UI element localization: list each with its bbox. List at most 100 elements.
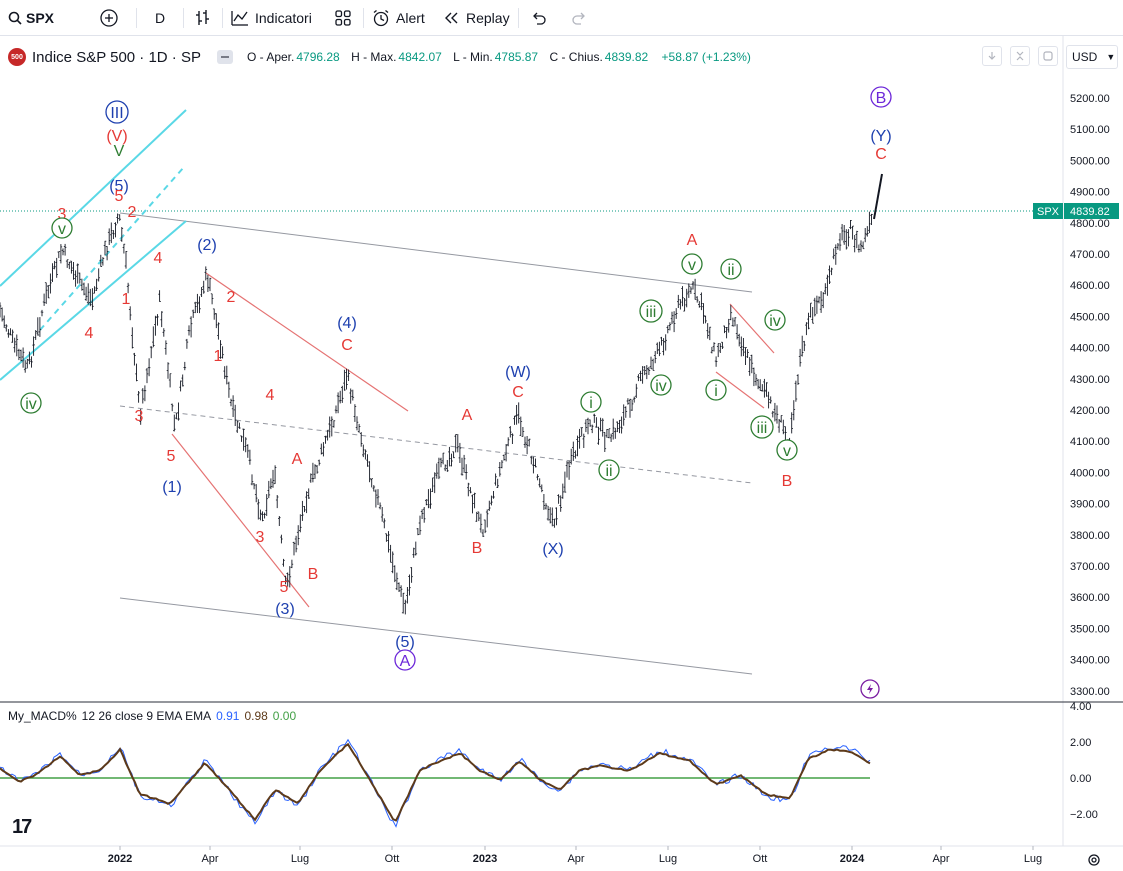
chart-canvas[interactable]: III(V)V(5)523v414iv35(1)(2)214A3B5(3)(4)… — [0, 36, 1123, 871]
grid-layout-icon — [335, 9, 351, 26]
symbol-label: SPX — [26, 9, 55, 26]
ohlc-values: O - Aper. 4796.28 H - Max. 4842.07 L - Min… — [247, 50, 759, 64]
last-price-label: 4839.82 — [1070, 206, 1110, 218]
wedge2-lower-line[interactable] — [715, 371, 765, 409]
open-label: O - Aper. — [246, 50, 295, 64]
wave-label: 1 — [214, 348, 223, 365]
wave-label: B — [782, 473, 793, 490]
mid-channel-line[interactable] — [119, 405, 753, 484]
replay-button[interactable]: Replay — [436, 0, 518, 36]
compare-button[interactable] — [92, 0, 136, 36]
wave-label: 4 — [154, 250, 163, 267]
interval-button[interactable]: D — [137, 0, 183, 36]
wave-label: 3 — [256, 529, 265, 546]
indicators-icon — [231, 10, 248, 26]
cyan-channel-upper[interactable] — [0, 109, 187, 287]
wave-label-circle — [580, 391, 602, 413]
macd-value-3: 0.00 — [272, 709, 297, 723]
scroll-down-button[interactable] — [982, 46, 1002, 66]
alert-button[interactable]: Alert — [364, 0, 436, 36]
wave-label-circle — [705, 379, 727, 401]
high-label: H - Max. — [351, 50, 397, 64]
gear-icon[interactable] — [1087, 853, 1101, 867]
wave-label: ii — [605, 463, 612, 480]
price-axis[interactable]: 5200.00 5100.00 5000.00 4900.00 4800.00 4700.… — [1070, 93, 1110, 698]
alarm-clock-icon — [373, 9, 389, 26]
wave-label: 3 — [58, 206, 67, 223]
tradingview-logo[interactable]: 17 — [12, 816, 32, 838]
wave-label: 5 — [115, 188, 124, 205]
wave-label-circle — [51, 217, 73, 239]
layouts-button[interactable] — [323, 0, 363, 36]
drawing-wedge-lines[interactable] — [171, 272, 775, 608]
lower-channel-line[interactable] — [119, 597, 753, 675]
price-tick-label: 3800.00 — [1070, 530, 1110, 542]
price-tick-label: 5200.00 — [1070, 93, 1110, 105]
drawing-cyan-channel[interactable] — [0, 109, 187, 381]
wave-label: (V) — [106, 128, 127, 145]
price-tick-label: 3400.00 — [1070, 655, 1110, 667]
upper-channel-line[interactable] — [119, 212, 753, 293]
wave-label-circle — [720, 258, 742, 280]
wave-label: 4 — [85, 325, 94, 342]
pane-settings-button[interactable] — [1038, 46, 1058, 66]
redo-button[interactable] — [559, 0, 599, 36]
collapse-arrows-icon — [1016, 51, 1024, 61]
time-tick-label: Apr — [567, 853, 584, 865]
last-symbol-bg — [1033, 203, 1063, 219]
currency-select[interactable]: USD ▼ — [1066, 45, 1118, 69]
wave-label-circle — [776, 439, 798, 461]
price-tick-label: 5000.00 — [1070, 155, 1110, 167]
wave-label: B — [308, 566, 319, 583]
wave-label-circle — [20, 392, 42, 414]
wave-label: iii — [646, 304, 657, 321]
search-icon — [8, 11, 22, 25]
price-bars[interactable] — [0, 211, 873, 615]
macd-params: 12 26 close 9 EMA EMA — [81, 709, 212, 723]
price-tick-label: 4300.00 — [1070, 374, 1110, 386]
wave-label: iv — [769, 313, 781, 330]
toolbar-divider — [363, 7, 364, 28]
wave-label-circle — [639, 299, 663, 323]
wedge2-upper-line[interactable] — [729, 303, 775, 354]
symbol-legend: 500 Indice S&P 500 · 1D · SP O - Aper. 47… — [8, 46, 759, 68]
projection-line[interactable] — [873, 173, 883, 220]
wave-label-circle — [650, 374, 672, 396]
wave-label: 4 — [266, 387, 275, 404]
wave-label: C — [875, 146, 887, 163]
window-icon — [1043, 51, 1053, 61]
indicators-button[interactable]: Indicatori — [223, 0, 323, 36]
currency-label: USD — [1072, 50, 1098, 64]
undo-button[interactable] — [519, 0, 559, 36]
time-tick-label: Lug — [1024, 853, 1042, 865]
symbol-title[interactable]: Indice S&P 500 · 1D · SP — [32, 48, 201, 66]
wave-label: v — [783, 443, 791, 460]
time-tick-label: Lug — [291, 853, 309, 865]
cyan-channel-lower[interactable] — [0, 220, 187, 381]
wave-label: i — [714, 383, 718, 400]
time-tick-label: Lug — [659, 853, 677, 865]
chart-type-button[interactable] — [184, 0, 222, 36]
symbol-search[interactable]: SPX — [0, 0, 92, 36]
drawing-channel-lines[interactable] — [119, 212, 753, 675]
wave-label: iii — [757, 420, 768, 437]
redo-icon — [572, 12, 585, 25]
top-toolbar: SPX D Indicatori Alert Replay — [0, 0, 1123, 36]
sp500-logo: 500 — [8, 48, 26, 66]
wedge-lower-line[interactable] — [171, 433, 310, 608]
macd-name[interactable]: My_MACD% — [8, 709, 77, 723]
macd-tick-label: 0.00 — [1070, 773, 1091, 785]
wedge-upper-line[interactable] — [205, 272, 409, 412]
cyan-channel-mid[interactable] — [39, 166, 185, 331]
time-tick-label: Apr — [201, 853, 218, 865]
lightning-icon[interactable] — [860, 679, 880, 699]
wave-label-circle — [764, 309, 786, 331]
maximize-pane-button[interactable] — [1010, 46, 1030, 66]
wave-label-circle — [598, 459, 620, 481]
alert-label: Alert — [396, 9, 425, 26]
wave-label-circle — [105, 100, 129, 124]
wave-label: III — [110, 105, 123, 122]
legend-collapse-button[interactable] — [216, 50, 233, 64]
time-axis[interactable]: 2022 Apr Lug Ott 2023 Apr Lug Ott 2024 Apr Lug — [108, 846, 1042, 865]
last-price-bg — [1064, 203, 1119, 219]
